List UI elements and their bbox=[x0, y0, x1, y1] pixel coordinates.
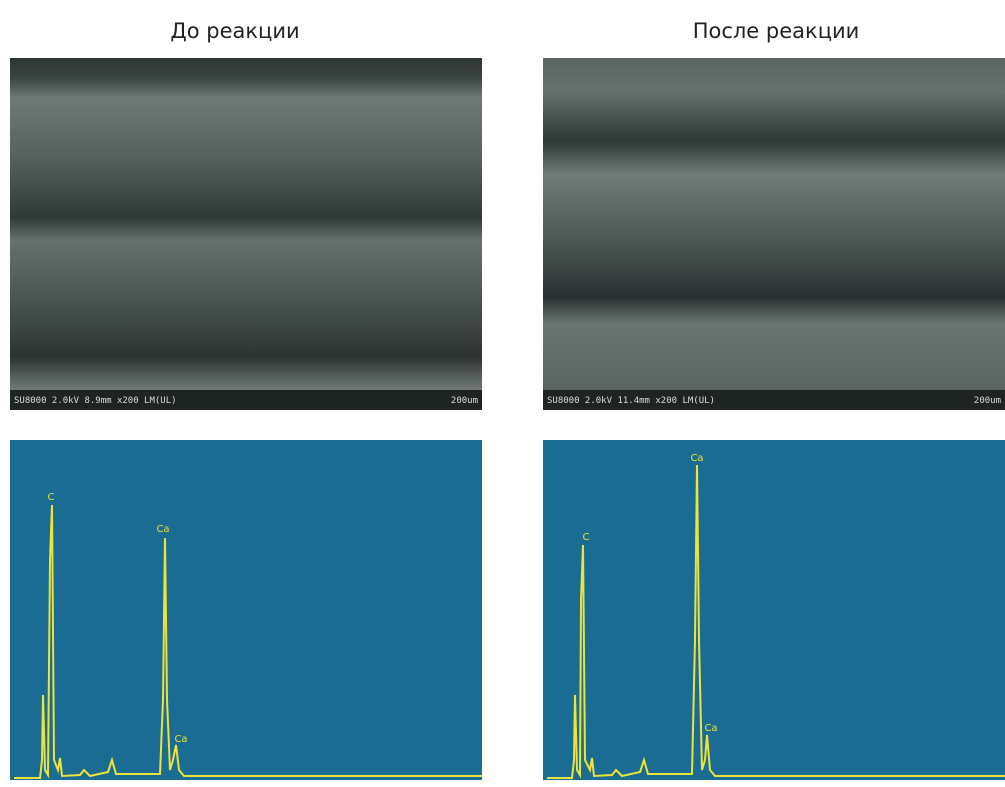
sem-info: SU8000 2.0kV 11.4mm x200 LM(UL) bbox=[547, 396, 715, 406]
panel-title: До реакции bbox=[170, 19, 299, 43]
peak-label: C bbox=[583, 532, 590, 543]
eds-spectrum bbox=[10, 440, 482, 780]
sem-caption-bar bbox=[543, 390, 1005, 410]
sem-info: SU8000 2.0kV 8.9mm x200 LM(UL) bbox=[14, 396, 177, 406]
peak-label: Ca bbox=[690, 453, 703, 464]
sem-image bbox=[10, 58, 482, 390]
spectrum-line bbox=[14, 504, 482, 779]
sem-scale: 200um bbox=[974, 396, 1001, 406]
eds-spectrum bbox=[543, 440, 1005, 780]
sem-scale: 200um bbox=[451, 396, 478, 406]
peak-label: Ca bbox=[156, 524, 169, 535]
peak-label: C bbox=[48, 492, 55, 503]
spectrum-line bbox=[547, 464, 1005, 779]
peak-label: Ca bbox=[174, 734, 187, 745]
peak-label: Ca bbox=[704, 723, 717, 734]
sem-image bbox=[543, 58, 1005, 390]
sem-caption-bar bbox=[10, 390, 482, 410]
panel-title: После реакции bbox=[693, 19, 860, 43]
